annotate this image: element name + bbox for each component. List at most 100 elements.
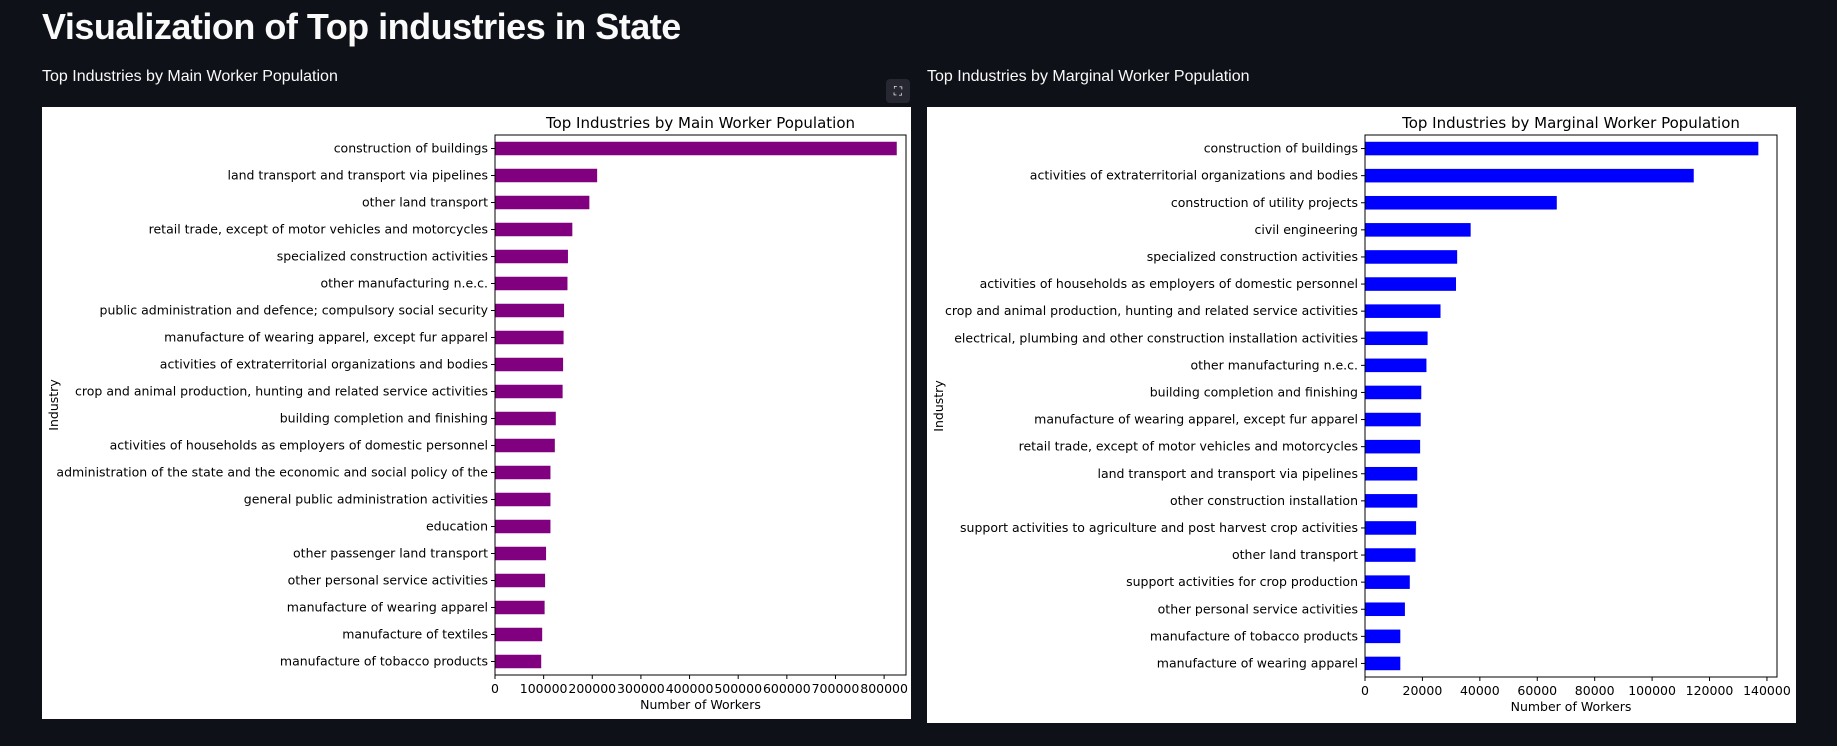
main-worker-bar [495, 438, 555, 453]
main-worker-chart-title: Top Industries by Main Worker Population [545, 114, 855, 132]
marginal-worker-bar [1365, 548, 1416, 562]
marginal-worker-bar [1365, 494, 1418, 508]
marginal-worker-category-label: electrical, plumbing and other construct… [954, 330, 1358, 345]
main-worker-bar [495, 384, 563, 399]
main-worker-category-label: specialized construction activities [277, 249, 488, 264]
main-worker-bar [495, 411, 556, 426]
marginal-worker-bar [1365, 358, 1427, 373]
marginal-worker-category-label: construction of utility projects [1171, 195, 1358, 210]
main-worker-bar [495, 357, 564, 372]
main-worker-y-axis-label: Industry [46, 379, 61, 431]
marginal-worker-category-label: retail trade, except of motor vehicles a… [1019, 439, 1358, 454]
main-worker-x-tick-label: 0 [491, 681, 499, 696]
main-worker-bar [495, 303, 565, 318]
main-worker-category-label: construction of buildings [334, 141, 488, 156]
main-worker-category-label: other passenger land transport [293, 546, 488, 561]
main-worker-x-tick-label: 400000 [666, 681, 714, 696]
main-worker-bar [495, 546, 547, 561]
marginal-worker-category-label: other construction installation [1170, 493, 1358, 508]
marginal-worker-category-label: other manufacturing n.e.c. [1190, 357, 1358, 372]
marginal-worker-category-label: land transport and transport via pipelin… [1097, 466, 1358, 481]
marginal-worker-chart-panel: Top Industries by Marginal Worker Popula… [927, 107, 1796, 723]
main-worker-bar [495, 492, 551, 507]
marginal-worker-bar-chart: Top Industries by Marginal Worker Popula… [931, 114, 1791, 714]
main-worker-category-label: manufacture of wearing apparel, except f… [164, 330, 488, 345]
marginal-worker-bar [1365, 141, 1759, 156]
marginal-worker-category-label: manufacture of wearing apparel [1157, 655, 1358, 670]
marginal-worker-category-label: activities of extraterritorial organizat… [1030, 168, 1358, 183]
main-worker-bar [495, 654, 542, 669]
main-worker-subheader: Top Industries by Main Worker Population [42, 68, 338, 85]
main-worker-bar [495, 600, 545, 615]
marginal-worker-bar [1365, 656, 1401, 671]
main-worker-bar [495, 249, 568, 264]
marginal-worker-category-label: activities of households as employers of… [980, 276, 1358, 291]
main-worker-category-label: activities of households as employers of… [110, 438, 488, 453]
marginal-worker-x-axis-label: Number of Workers [1511, 699, 1632, 714]
marginal-worker-x-tick-label: 40000 [1460, 683, 1500, 698]
main-worker-category-label: other manufacturing n.e.c. [320, 276, 488, 291]
marginal-worker-category-label: crop and animal production, hunting and … [945, 303, 1358, 318]
marginal-worker-bar [1365, 602, 1405, 617]
main-worker-bar [495, 519, 551, 534]
page-title: Visualization of Top industries in State [42, 6, 681, 47]
marginal-worker-x-tick-label: 140000 [1743, 683, 1791, 698]
main-worker-category-label: manufacture of wearing apparel [287, 600, 488, 615]
main-worker-bar [495, 195, 590, 210]
main-worker-x-tick-label: 700000 [812, 681, 860, 696]
marginal-worker-bar [1365, 575, 1410, 589]
marginal-worker-x-tick-label: 100000 [1628, 683, 1676, 698]
marginal-worker-subheader: Top Industries by Marginal Worker Popula… [927, 68, 1250, 85]
marginal-worker-x-tick-label: 0 [1361, 683, 1369, 698]
marginal-worker-bar [1365, 521, 1417, 535]
marginal-worker-x-tick-label: 80000 [1575, 683, 1615, 698]
marginal-worker-category-label: other personal service activities [1158, 601, 1358, 616]
main-worker-bar [495, 465, 551, 480]
main-worker-category-label: building completion and finishing [280, 411, 488, 426]
marginal-worker-plot-frame [1364, 134, 1778, 678]
main-worker-x-tick-label: 200000 [568, 681, 616, 696]
marginal-worker-bar [1365, 277, 1457, 291]
marginal-worker-bar [1365, 223, 1471, 237]
marginal-worker-chart-title: Top Industries by Marginal Worker Popula… [1401, 114, 1740, 132]
marginal-worker-category-label: construction of buildings [1204, 141, 1358, 156]
marginal-worker-category-label: support activities to agriculture and po… [960, 520, 1358, 535]
marginal-worker-bar [1365, 168, 1694, 183]
main-worker-x-tick-label: 800000 [860, 681, 908, 696]
marginal-worker-bar [1365, 195, 1557, 210]
marginal-worker-bar [1365, 439, 1421, 454]
marginal-worker-bar [1365, 385, 1422, 400]
main-worker-category-label: public administration and defence; compu… [100, 303, 489, 318]
main-worker-bar [495, 276, 568, 291]
main-worker-category-label: manufacture of tobacco products [280, 654, 488, 669]
main-worker-bar [495, 141, 897, 156]
marginal-worker-category-label: manufacture of wearing apparel, except f… [1034, 412, 1358, 427]
marginal-worker-bar [1365, 629, 1401, 644]
main-worker-x-tick-label: 300000 [617, 681, 665, 696]
main-worker-bar [495, 627, 543, 642]
main-worker-bar [495, 168, 598, 183]
marginal-worker-category-label: civil engineering [1255, 222, 1358, 237]
main-worker-category-label: activities of extraterritorial organizat… [160, 357, 488, 372]
main-worker-category-label: land transport and transport via pipelin… [227, 168, 488, 183]
main-worker-bar [495, 330, 564, 345]
fullscreen-icon[interactable]: ⛶ [886, 79, 910, 103]
marginal-worker-category-label: manufacture of tobacco products [1150, 628, 1358, 643]
main-worker-x-axis-label: Number of Workers [640, 697, 761, 712]
marginal-worker-category-label: building completion and finishing [1150, 384, 1358, 399]
main-worker-bar-chart: Top Industries by Main Worker Population… [46, 114, 908, 712]
marginal-worker-y-axis-label: Industry [931, 380, 946, 432]
marginal-worker-bar [1365, 331, 1428, 346]
main-worker-bar [495, 573, 546, 588]
marginal-worker-bar [1365, 250, 1458, 264]
main-worker-plot-frame [494, 134, 907, 676]
main-worker-x-tick-label: 500000 [714, 681, 762, 696]
main-worker-x-tick-label: 600000 [763, 681, 811, 696]
main-worker-category-label: retail trade, except of motor vehicles a… [149, 222, 488, 237]
main-worker-category-label: education [426, 519, 488, 534]
marginal-worker-x-tick-label: 120000 [1686, 683, 1734, 698]
main-worker-category-label: general public administration activities [244, 492, 488, 507]
main-worker-x-tick-label: 100000 [520, 681, 568, 696]
main-worker-category-label: other personal service activities [288, 573, 488, 588]
main-worker-bar [495, 222, 573, 237]
